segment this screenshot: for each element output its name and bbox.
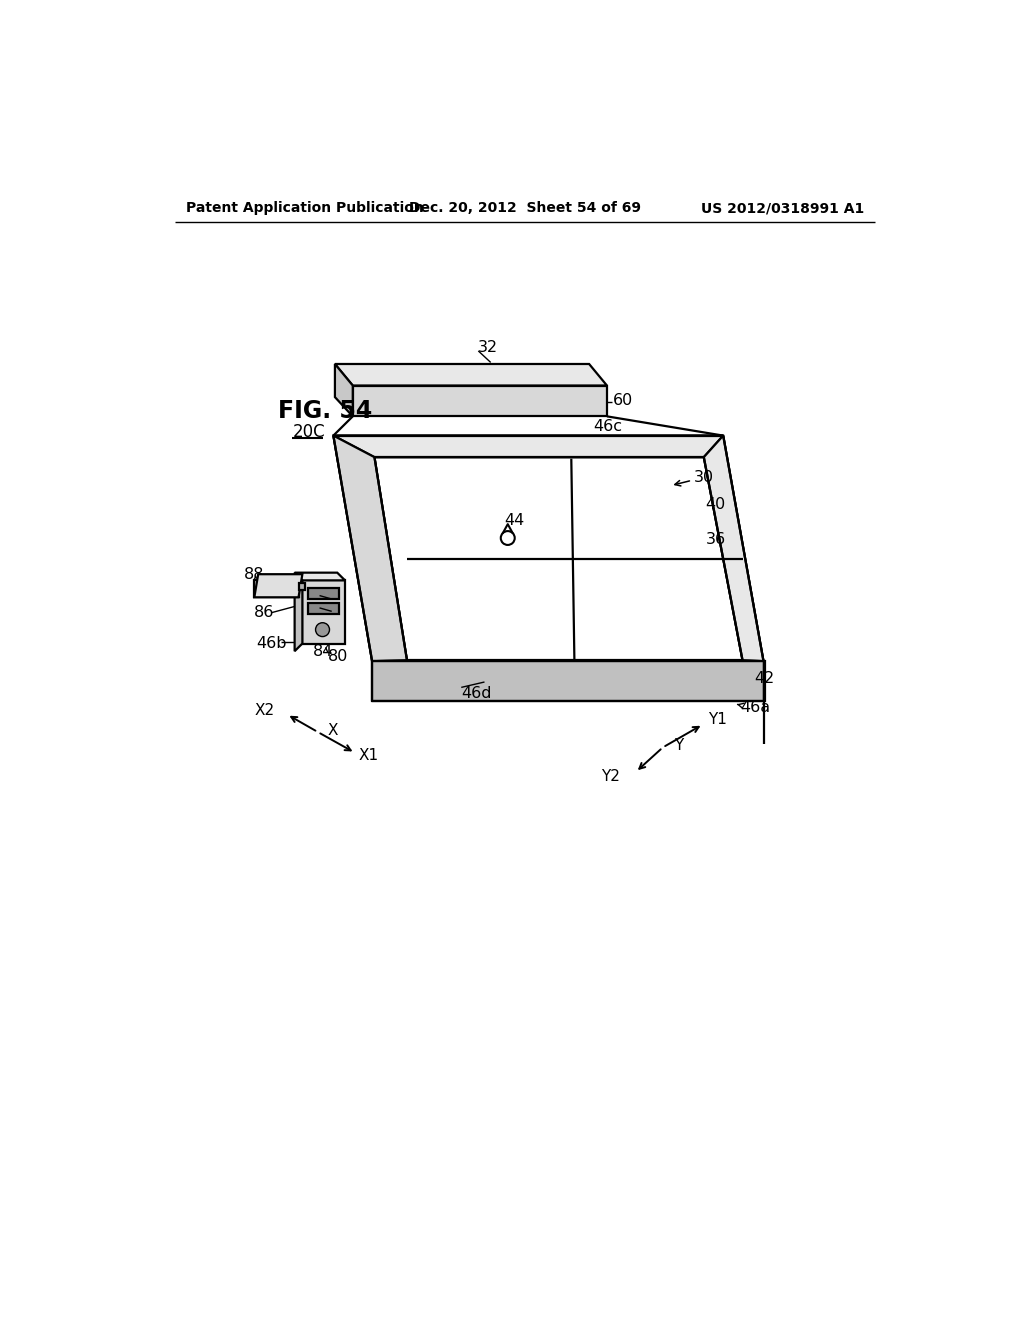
Text: X2: X2	[254, 704, 274, 718]
Polygon shape	[295, 573, 345, 581]
Circle shape	[315, 623, 330, 636]
Polygon shape	[254, 574, 302, 598]
Polygon shape	[302, 581, 345, 644]
Text: 46a: 46a	[740, 700, 770, 715]
Text: 32: 32	[478, 339, 499, 355]
Polygon shape	[335, 364, 352, 416]
Text: Dec. 20, 2012  Sheet 54 of 69: Dec. 20, 2012 Sheet 54 of 69	[409, 202, 641, 215]
Text: X: X	[328, 723, 338, 738]
Text: 36: 36	[706, 532, 725, 546]
Text: 40: 40	[706, 498, 726, 512]
Text: 46b: 46b	[256, 636, 287, 651]
Polygon shape	[334, 436, 764, 661]
Text: FIG. 54: FIG. 54	[278, 399, 372, 422]
Circle shape	[501, 531, 515, 545]
Text: 44: 44	[504, 512, 524, 528]
Text: 30: 30	[693, 470, 714, 486]
Text: 46d: 46d	[461, 686, 492, 701]
Text: 20C: 20C	[292, 422, 325, 441]
Text: 80: 80	[328, 649, 348, 664]
Polygon shape	[334, 436, 407, 661]
Polygon shape	[308, 603, 339, 614]
Polygon shape	[295, 573, 302, 651]
Polygon shape	[254, 579, 299, 598]
Polygon shape	[372, 661, 764, 701]
Text: 42: 42	[755, 671, 774, 685]
Text: 88: 88	[245, 566, 265, 582]
Polygon shape	[335, 364, 607, 385]
Polygon shape	[352, 385, 607, 416]
Text: US 2012/0318991 A1: US 2012/0318991 A1	[701, 202, 864, 215]
Polygon shape	[299, 583, 305, 590]
Text: X1: X1	[358, 747, 378, 763]
Text: Y1: Y1	[708, 713, 727, 727]
Text: 60: 60	[612, 393, 633, 408]
Text: 46c: 46c	[593, 418, 622, 434]
Polygon shape	[703, 436, 764, 661]
Text: Y: Y	[675, 738, 684, 752]
Polygon shape	[375, 457, 742, 660]
Polygon shape	[308, 589, 339, 599]
Text: 84: 84	[312, 644, 333, 659]
Text: Y2: Y2	[601, 770, 620, 784]
Text: 86: 86	[254, 605, 274, 620]
Text: 82: 82	[302, 632, 323, 647]
Text: Patent Application Publication: Patent Application Publication	[186, 202, 424, 215]
Polygon shape	[764, 661, 765, 701]
Polygon shape	[334, 436, 723, 457]
